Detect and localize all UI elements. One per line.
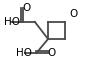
- Text: O: O: [47, 48, 55, 58]
- Text: O: O: [22, 3, 30, 13]
- Text: HO: HO: [16, 48, 32, 58]
- Text: O: O: [69, 9, 77, 19]
- Text: HO: HO: [4, 17, 20, 27]
